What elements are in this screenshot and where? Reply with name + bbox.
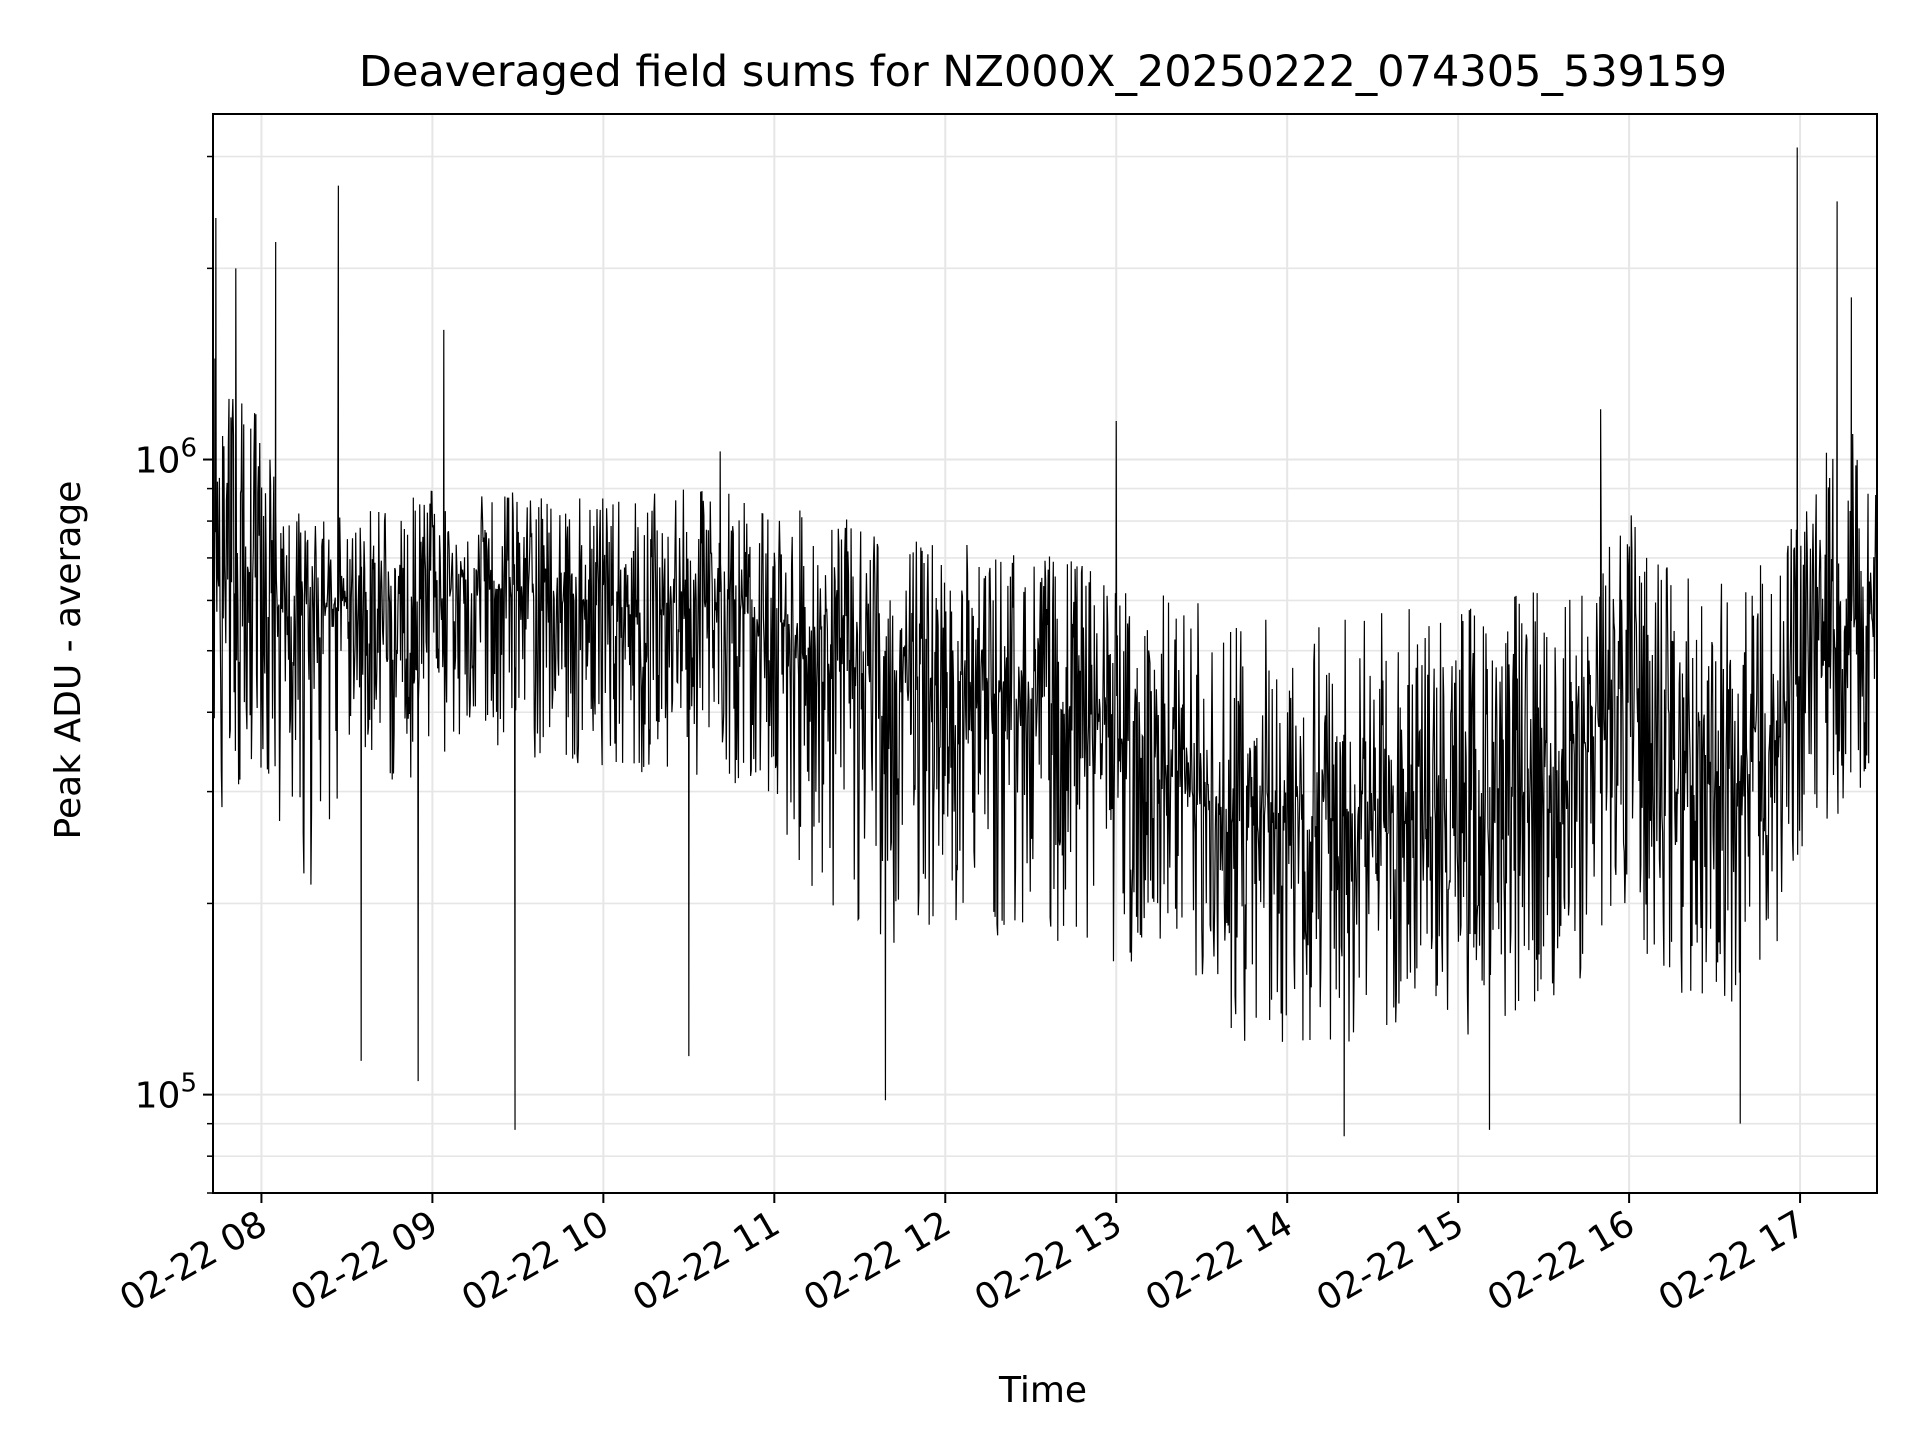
x-axis-label: Time (998, 1370, 1087, 1411)
y-tick-label: 105 (135, 1069, 197, 1117)
plot-area (212, 147, 1878, 1137)
series-line (212, 147, 1878, 1137)
y-axis-ticks: 105 106 (135, 155, 213, 1194)
y-tick-label: 106 (135, 434, 197, 482)
axes-frame (212, 113, 1878, 1194)
chart-title: Deaveraged field sums for NZ000X_2025022… (359, 47, 1727, 97)
y-axis-label: Peak ADU - average (48, 481, 89, 840)
